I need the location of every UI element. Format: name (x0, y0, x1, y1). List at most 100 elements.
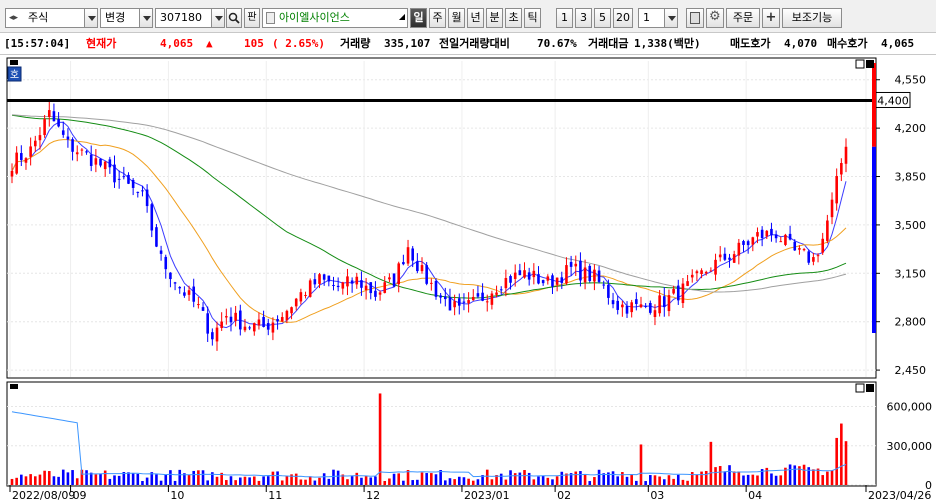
bid-value: 4,065 (881, 37, 915, 50)
interval-value: 1 (643, 11, 650, 24)
candle-body (299, 292, 303, 302)
candle-body (607, 284, 610, 298)
period-button-3[interactable]: 년 (467, 8, 484, 28)
candle-body (10, 170, 14, 177)
candle-body (257, 319, 261, 326)
stock-code-dropdown-icon[interactable] (211, 8, 225, 28)
price-panel-maximize-icon[interactable] (855, 59, 865, 69)
price-panel-menu-icon[interactable] (10, 60, 18, 65)
candle-body (439, 295, 442, 298)
period-button-4[interactable]: 분 (486, 8, 503, 28)
candle-body (774, 234, 778, 239)
settings-button[interactable]: ⚙ (706, 8, 724, 28)
quote-time: [15:57:04] (4, 37, 71, 50)
aux-functions-button[interactable]: 보조기능 (782, 8, 842, 28)
order-button[interactable]: 주문 (726, 8, 760, 28)
interval-button-5[interactable]: 5 (594, 8, 611, 28)
document-icon (266, 12, 275, 24)
candle-body (597, 270, 601, 282)
candle-body (602, 284, 606, 286)
candle-body (681, 283, 685, 304)
candle-body (38, 135, 42, 141)
volume-bar (583, 474, 587, 485)
interval-dropdown-icon[interactable] (664, 8, 678, 28)
change-dropdown-icon[interactable] (139, 8, 153, 28)
volume-bar (43, 470, 46, 485)
candle-body (541, 280, 545, 284)
pan-button[interactable]: 판 (244, 8, 260, 28)
candle-body (252, 323, 256, 332)
period-button-1[interactable]: 주 (429, 8, 446, 28)
ask-side-scale-bar (872, 63, 876, 147)
stock-chart[interactable]: 4,550 4,200 3,850 3,500 3,150 2,800 2,450 600,0… (0, 55, 936, 501)
volume-bar (369, 477, 373, 485)
save-button[interactable] (686, 8, 704, 28)
date-tick-label: 2022/08/09 (12, 489, 75, 501)
company-name-field[interactable]: 아이엘사이언스 ◢ (262, 8, 408, 28)
candle-body (378, 292, 382, 295)
candle-body (122, 176, 126, 178)
price-panel-close-icon[interactable] (866, 60, 874, 68)
volume-bar (560, 471, 564, 485)
market-type-select[interactable]: ◂▸ 주식 (5, 8, 97, 28)
volume-panel-close-icon[interactable] (866, 384, 874, 392)
volume-bar (201, 470, 205, 485)
candle-body (332, 284, 335, 286)
interval-button-20[interactable]: 20 (613, 8, 633, 28)
volume-bar (840, 423, 843, 485)
period-button-2[interactable]: 월 (448, 8, 465, 28)
candle-body (266, 323, 270, 330)
price-badge-box[interactable] (7, 66, 22, 82)
volume-bar (215, 476, 219, 485)
volume-bar (816, 468, 820, 485)
candle-body (700, 270, 703, 274)
volume-bar (537, 476, 540, 485)
period-button-6[interactable]: 틱 (524, 8, 541, 28)
volume-bar (607, 472, 610, 485)
price-badge: 호 (10, 69, 19, 81)
volume-value: 335,107 (384, 37, 431, 50)
period-button-5[interactable]: 초 (505, 8, 522, 28)
candle-body (560, 277, 564, 283)
volume-bar (621, 472, 624, 485)
company-name-value: 아이엘사이언스 (279, 11, 350, 24)
volume-tick-label: 0 (925, 479, 932, 492)
search-button[interactable] (226, 8, 242, 28)
volume-bar (420, 472, 424, 485)
volume-bar (593, 477, 596, 485)
candle-body (835, 176, 838, 204)
volume-bar (350, 476, 354, 485)
candle-body (290, 307, 293, 314)
candle-body (229, 316, 233, 323)
candle-body (462, 301, 466, 303)
volume-bar (341, 474, 345, 485)
volume-bar (597, 469, 601, 485)
pan-label: 판 (247, 12, 257, 23)
volume-panel-menu-icon[interactable] (10, 384, 18, 389)
volume-bar (457, 476, 461, 485)
volume-bar (718, 466, 722, 485)
interval-button-1[interactable]: 1 (556, 8, 573, 28)
volume-panel-maximize-icon[interactable] (855, 383, 865, 393)
candle-body (826, 220, 829, 241)
period-button-0[interactable]: 일 (410, 8, 427, 28)
add-indicator-button[interactable]: + (762, 8, 780, 28)
volume-bar (155, 474, 158, 485)
volume-bar (225, 480, 228, 485)
volume-bar (476, 479, 480, 485)
stock-code-input[interactable]: 307180 (155, 8, 225, 28)
volume-bar (85, 470, 88, 485)
market-type-arrows-icon: ◂▸ (9, 13, 19, 23)
candle-body (350, 280, 354, 284)
interval-button-3[interactable]: 3 (575, 8, 592, 28)
candle-body (798, 248, 801, 250)
candle-body (15, 152, 18, 174)
volume-bar (751, 474, 755, 485)
candle-body (420, 265, 424, 272)
candle-body (649, 303, 652, 313)
volume-bar (299, 479, 303, 485)
market-type-dropdown-icon[interactable] (84, 8, 98, 28)
volume-bar (588, 481, 592, 485)
volume-panel-frame (6, 381, 877, 487)
volume-bar (131, 472, 135, 485)
